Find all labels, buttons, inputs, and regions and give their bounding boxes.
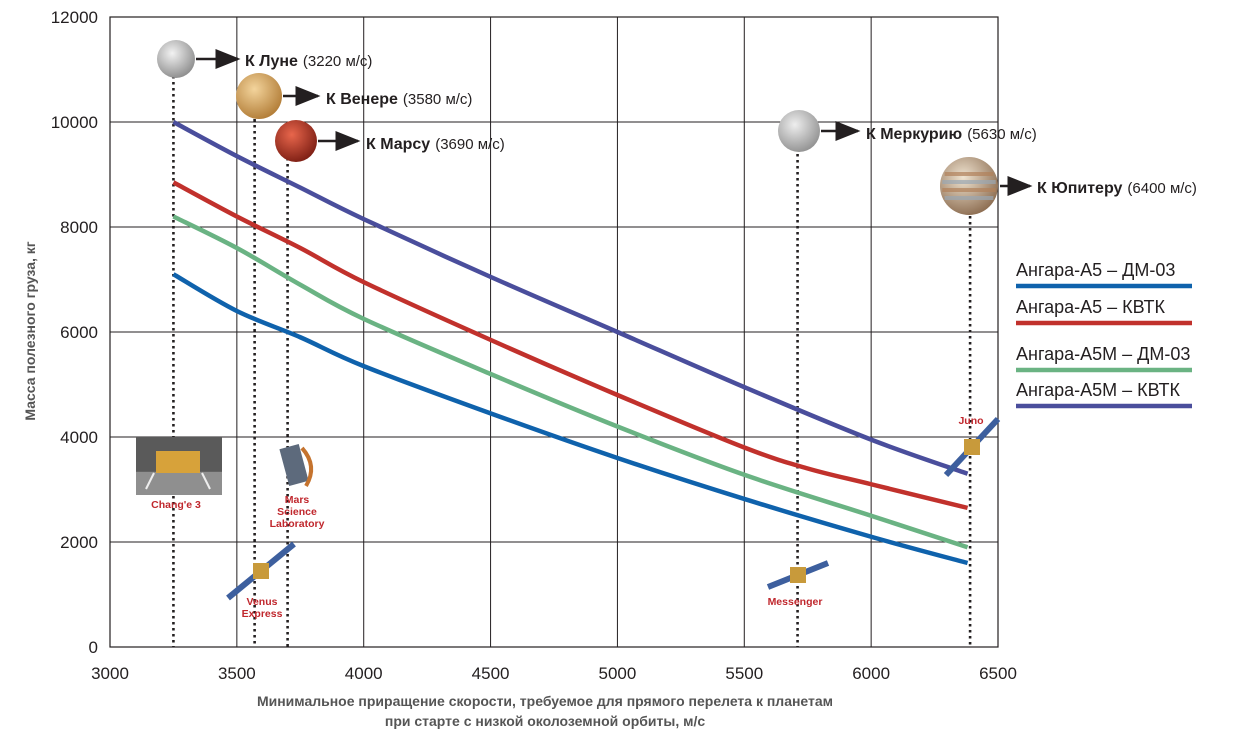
- jupiter-band: [942, 188, 996, 192]
- spacecraft-icon: [943, 416, 1001, 478]
- moon-icon: [157, 40, 195, 78]
- x-tick-label: 4500: [472, 664, 510, 683]
- x-tick-label: 5500: [725, 664, 763, 683]
- destination-name: К Меркурию: [866, 126, 963, 143]
- spacecraft-label: Laboratory: [270, 518, 325, 530]
- destination-guides: [172, 76, 972, 647]
- spacecraft-label: Mars: [285, 494, 310, 506]
- destination-label: К Венере (3580 м/с): [326, 91, 472, 108]
- spacecraft-label: Juno: [958, 415, 983, 427]
- y-tick-label: 4000: [60, 428, 98, 447]
- y-tick-label: 12000: [51, 8, 98, 27]
- lander-icon: [136, 437, 222, 495]
- jupiter-band: [944, 196, 994, 200]
- spacecraft-icon: [226, 541, 296, 601]
- series-line-1: [172, 272, 969, 566]
- legend-label: Ангара-А5 – КВТК: [1016, 297, 1165, 317]
- destination-dv: (3220 м/с): [303, 53, 373, 70]
- spacecraft-label: Express: [242, 608, 283, 620]
- jupiter-band: [942, 180, 996, 184]
- venus-icon: [236, 73, 282, 119]
- x-tick-label: 3000: [91, 664, 129, 683]
- x-tick-label: 6500: [979, 664, 1017, 683]
- tick-labels: 3000 3500 4000 4500 5000 5500 6000 6500 0 2000 400…: [51, 8, 1017, 683]
- y-tick-label: 0: [89, 638, 98, 657]
- destination-dv: (6400 м/с): [1127, 180, 1197, 197]
- destination-name: К Венере: [326, 91, 398, 108]
- spacecraft-icon: [766, 560, 830, 590]
- x-axis-title-line-2: при старте с низкой околоземной орбиты, …: [385, 713, 705, 729]
- destination-label: К Юпитеру (6400 м/с): [1037, 180, 1197, 197]
- destination-dv: (3690 м/с): [435, 136, 505, 153]
- destination-label: К Меркурию (5630 м/с): [866, 126, 1037, 143]
- destination-label: К Луне (3220 м/с): [245, 53, 372, 70]
- x-axis-title-line-1: Минимальное приращение скорости, требуем…: [257, 693, 833, 709]
- destination-dv: (3580 м/с): [403, 91, 473, 108]
- spacecraft-label: Science: [277, 506, 317, 518]
- jupiter-band: [944, 172, 994, 176]
- y-tick-label: 10000: [51, 113, 98, 132]
- destination-name: К Марсу: [366, 136, 430, 153]
- y-tick-label: 8000: [60, 218, 98, 237]
- destination-name: К Луне: [245, 53, 298, 70]
- legend: Ангара-А5 – ДМ-03 Ангара-А5 – КВТК Ангара-…: [1016, 260, 1192, 409]
- series-line-4: [172, 120, 969, 476]
- destination-markers: К Луне (3220 м/с) К Венере (3580 м/с) К Марс…: [157, 40, 1197, 215]
- y-tick-label: 2000: [60, 533, 98, 552]
- plot-frame: [109, 16, 999, 648]
- x-tick-label: 4000: [345, 664, 383, 683]
- spacecraft-label: Messenger: [768, 596, 823, 608]
- y-axis-title: Масса полезного груза, кг: [22, 241, 38, 420]
- legend-label: Ангара-А5 – ДМ-03: [1016, 260, 1175, 280]
- spacecraft-label: Chang'e 3: [151, 499, 201, 511]
- series-lines: [172, 120, 969, 566]
- destination-name: К Юпитеру: [1037, 180, 1123, 197]
- x-tick-label: 5000: [599, 664, 637, 683]
- capsule-icon: [279, 444, 314, 488]
- jupiter-icon: [940, 157, 998, 215]
- spacecraft-label: Venus: [247, 596, 278, 608]
- mars-icon: [275, 120, 317, 162]
- plot-border: [109, 16, 999, 648]
- series-line-3: [172, 214, 969, 550]
- series-line-2: [172, 180, 969, 511]
- legend-label: Ангара-А5М – ДМ-03: [1016, 344, 1190, 364]
- mercury-icon: [778, 110, 820, 152]
- legend-label: Ангара-А5М – КВТК: [1016, 380, 1180, 400]
- y-tick-label: 6000: [60, 323, 98, 342]
- destination-dv: (5630 м/с): [967, 126, 1037, 143]
- x-tick-label: 6000: [852, 664, 890, 683]
- destination-label: К Марсу (3690 м/с): [366, 136, 505, 153]
- x-tick-label: 3500: [218, 664, 256, 683]
